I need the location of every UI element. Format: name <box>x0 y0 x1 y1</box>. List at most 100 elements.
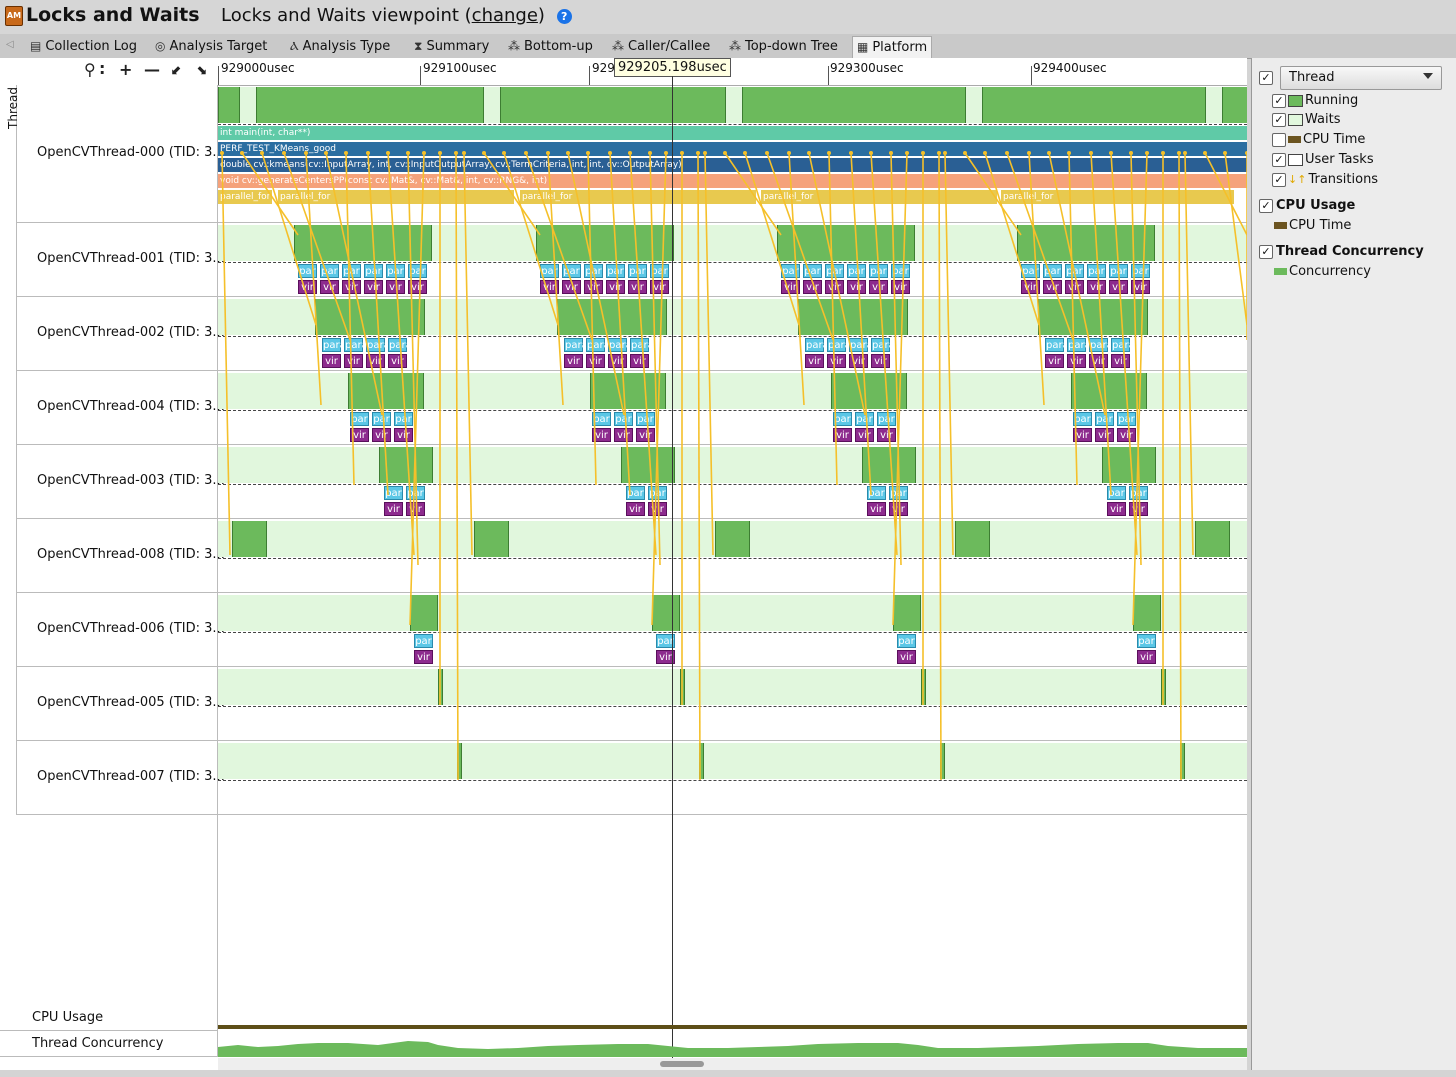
time-cursor-line[interactable] <box>672 76 673 1058</box>
parallel-for-task[interactable]: par <box>889 486 908 500</box>
legend-cpu-time[interactable]: CPU Time <box>1272 132 1365 147</box>
parallel-for-task[interactable]: para <box>608 338 632 352</box>
running-segment[interactable] <box>438 669 443 705</box>
thread-group-checkbox[interactable]: ✓ <box>1259 71 1273 85</box>
running-segment[interactable] <box>862 447 916 483</box>
virtual-task[interactable]: vir <box>372 428 391 442</box>
parallel-for-task[interactable]: par <box>1137 634 1156 648</box>
virtual-task[interactable]: vir <box>1073 428 1092 442</box>
parallel-for-task[interactable]: par <box>562 264 581 278</box>
virtual-task[interactable]: vir <box>1067 354 1086 368</box>
legend-transitions[interactable]: ✓ ↓↑ Transitions <box>1272 172 1378 187</box>
thread-grouping-dropdown[interactable]: Thread <box>1280 66 1442 90</box>
virtual-task[interactable]: vir <box>1087 280 1106 294</box>
virtual-task[interactable]: vir <box>592 428 611 442</box>
running-segment[interactable] <box>831 373 907 409</box>
transitions-checkbox[interactable]: ✓ <box>1272 172 1286 187</box>
virtual-task[interactable]: vir <box>630 354 649 368</box>
horizontal-scrollbar[interactable] <box>218 1058 1247 1070</box>
running-segment[interactable] <box>410 595 438 631</box>
tab-analysis-type[interactable]: Ⲁ Analysis Type <box>286 36 394 57</box>
running-segment[interactable] <box>500 87 726 123</box>
parallel-for-task[interactable]: par <box>592 412 611 426</box>
virtual-task[interactable]: vir <box>656 650 675 664</box>
frame-parallel-for[interactable]: parallel_for <box>761 190 997 204</box>
tab-summary[interactable]: ⧗ Summary <box>410 36 493 57</box>
virtual-task[interactable]: vir <box>366 354 385 368</box>
running-segment[interactable] <box>742 87 966 123</box>
parallel-for-task[interactable]: para <box>366 338 390 352</box>
parallel-for-task[interactable]: par <box>540 264 559 278</box>
virtual-task[interactable]: vir <box>298 280 317 294</box>
running-segment[interactable] <box>777 225 915 261</box>
running-segment[interactable] <box>348 373 424 409</box>
running-segment[interactable] <box>590 373 666 409</box>
running-segment[interactable] <box>940 743 945 779</box>
parallel-for-task[interactable]: par <box>891 264 910 278</box>
running-segment[interactable] <box>893 595 921 631</box>
running-segment[interactable] <box>1180 743 1185 779</box>
parallel-for-task[interactable]: par <box>626 486 645 500</box>
running-segment[interactable] <box>652 595 680 631</box>
thread-label-row[interactable]: OpenCVThread-004 (TID: 3... <box>17 371 225 445</box>
thread-track-worker[interactable]: par vir par vir par vir par vir par vir par vir par v… <box>218 223 1247 297</box>
virtual-task[interactable]: vir <box>1021 280 1040 294</box>
frame-generate-centers[interactable]: void cv::generateCentersPP(const cv::Mat… <box>218 174 1247 188</box>
parallel-for-task[interactable]: para <box>1089 338 1113 352</box>
parallel-for-task[interactable]: par <box>408 264 427 278</box>
virtual-task[interactable]: vir <box>889 502 908 516</box>
thread-track-worker[interactable] <box>218 519 1247 593</box>
parallel-for-task[interactable]: par <box>584 264 603 278</box>
virtual-task[interactable]: vir <box>803 280 822 294</box>
tab-analysis-target[interactable]: ◎ Analysis Target <box>151 36 271 57</box>
parallel-for-task[interactable]: par <box>1087 264 1106 278</box>
running-segment[interactable] <box>1133 595 1161 631</box>
virtual-task[interactable]: vir <box>344 354 363 368</box>
parallel-for-task[interactable]: par <box>1065 264 1084 278</box>
parallel-for-task[interactable]: par <box>1131 264 1150 278</box>
running-segment[interactable] <box>1161 669 1166 705</box>
running-segment[interactable] <box>536 225 674 261</box>
parallel-for-task[interactable]: par <box>414 634 433 648</box>
virtual-task[interactable]: vir <box>891 280 910 294</box>
running-segment[interactable] <box>1038 299 1148 335</box>
parallel-for-task[interactable]: par <box>877 412 896 426</box>
help-icon[interactable]: ? <box>556 8 572 24</box>
parallel-for-task[interactable]: par <box>648 486 667 500</box>
thread-label-row[interactable]: OpenCVThread-001 (TID: 3... <box>17 223 225 297</box>
virtual-task[interactable]: vir <box>827 354 846 368</box>
parallel-for-task[interactable]: para <box>388 338 412 352</box>
parallel-for-task[interactable]: par <box>606 264 625 278</box>
parallel-for-task[interactable]: para <box>827 338 851 352</box>
virtual-task[interactable]: vir <box>322 354 341 368</box>
parallel-for-task[interactable]: para <box>1111 338 1135 352</box>
running-segment[interactable] <box>982 87 1206 123</box>
virtual-task[interactable]: vir <box>584 280 603 294</box>
virtual-task[interactable]: vir <box>626 502 645 516</box>
zoom-reset-icon[interactable]: ⬊ <box>196 63 207 78</box>
virtual-task[interactable]: vir <box>586 354 605 368</box>
virtual-task[interactable]: vir <box>1107 502 1126 516</box>
cpu-usage-track[interactable] <box>218 1025 1247 1029</box>
running-segment[interactable] <box>699 743 704 779</box>
virtual-task[interactable]: vir <box>855 428 874 442</box>
frame-kmeans[interactable]: double cv::kmeans(cv::InputArray, int, c… <box>218 158 1247 172</box>
virtual-task[interactable]: vir <box>394 428 413 442</box>
virtual-task[interactable]: vir <box>1109 280 1128 294</box>
virtual-task[interactable]: vir <box>1117 428 1136 442</box>
parallel-for-task[interactable]: par <box>342 264 361 278</box>
parallel-for-task[interactable]: par <box>372 412 391 426</box>
running-segment[interactable] <box>256 87 484 123</box>
frame-parallel-for[interactable]: parallel_for <box>278 190 514 204</box>
parallel-for-task[interactable]: para <box>849 338 873 352</box>
change-viewpoint-link[interactable]: change <box>471 5 538 26</box>
virtual-task[interactable]: vir <box>414 650 433 664</box>
virtual-task[interactable]: vir <box>805 354 824 368</box>
legend-waits[interactable]: ✓ Waits <box>1272 112 1340 127</box>
running-segment[interactable] <box>1102 447 1156 483</box>
parallel-for-task[interactable]: para <box>586 338 610 352</box>
running-segment[interactable] <box>680 669 685 705</box>
tab-top-down-tree[interactable]: ⁂ Top-down Tree <box>725 36 842 57</box>
virtual-task[interactable]: vir <box>1089 354 1108 368</box>
parallel-for-task[interactable]: par <box>1021 264 1040 278</box>
